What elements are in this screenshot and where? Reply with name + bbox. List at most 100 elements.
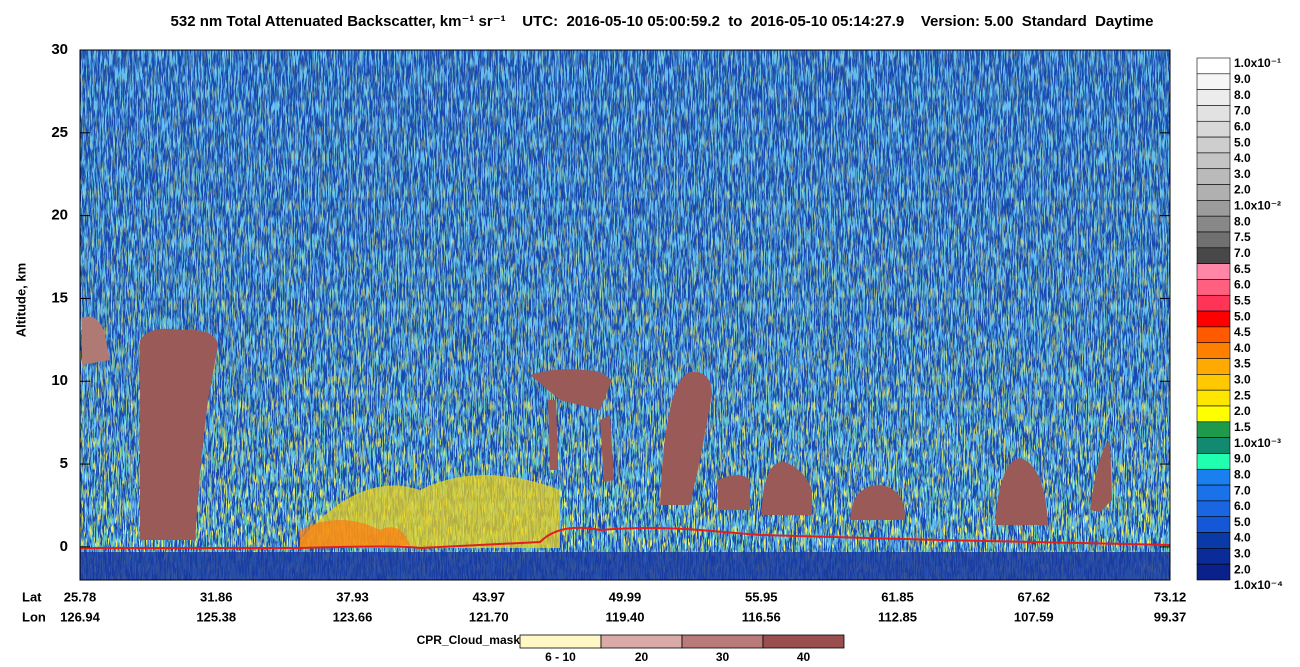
colorbar-label: 7.0 xyxy=(1234,483,1251,497)
colorbar-label: 8.0 xyxy=(1234,214,1251,228)
x-tick-label: 116.56 xyxy=(742,609,781,624)
y-tick-label: 0 xyxy=(60,538,68,555)
colorbar-label: 5.5 xyxy=(1234,293,1251,307)
colorbar-swatch xyxy=(1196,263,1231,280)
colorbar-swatch xyxy=(1196,358,1231,375)
surface-return xyxy=(80,526,1170,550)
cloud xyxy=(762,461,812,515)
curtain-lower xyxy=(80,50,1170,580)
colorbar-swatch xyxy=(1196,548,1231,565)
x-tick-label: 73.12 xyxy=(1154,589,1187,604)
colorbar-swatch xyxy=(1196,437,1231,454)
colorbar-swatch xyxy=(1196,215,1231,233)
curtain xyxy=(80,50,1170,580)
colorbar-swatch xyxy=(1196,231,1231,249)
x-tick-label: 37.93 xyxy=(336,589,369,604)
colorbar-swatch xyxy=(1196,468,1231,486)
colorbar-swatch xyxy=(1196,484,1231,502)
colorbar-label: 4.0 xyxy=(1234,531,1251,545)
colorbar-swatch xyxy=(1196,342,1231,359)
cloud xyxy=(600,415,614,482)
subsurface xyxy=(80,552,1170,580)
y-axis-label: Altitude, km xyxy=(13,263,28,337)
cloud xyxy=(548,400,558,470)
colorbar-swatch xyxy=(1196,389,1231,407)
colorbar-label: 7.5 xyxy=(1234,230,1251,244)
colorbar-swatch xyxy=(1196,405,1231,423)
x-tick-label: 25.78 xyxy=(64,589,97,604)
colorbar-label: 5.0 xyxy=(1234,135,1251,149)
colorbar-label: 2.5 xyxy=(1234,388,1251,402)
legend-swatch xyxy=(681,634,764,649)
colorbar-label: 2.0 xyxy=(1234,562,1251,576)
colorbar-swatch xyxy=(1196,120,1231,138)
aerosol-layer xyxy=(300,520,410,548)
y-tick-label: 30 xyxy=(51,41,68,58)
x-tick-label: 125.38 xyxy=(196,609,236,624)
colorbar-label: 1.0x10⁻³ xyxy=(1234,436,1281,450)
colorbar-label: 3.0 xyxy=(1234,167,1251,181)
x-tick-label: 49.99 xyxy=(609,589,642,604)
y-tick-label: 25 xyxy=(51,124,68,141)
colorbar-label: 2.0 xyxy=(1234,404,1251,418)
legend-swatch xyxy=(762,634,845,649)
colorbar-swatch xyxy=(1196,152,1231,170)
legend-label: 6 - 10 xyxy=(545,650,576,664)
colorbar-swatch xyxy=(1196,374,1231,391)
colorbar-label: 4.0 xyxy=(1234,341,1251,355)
cloud xyxy=(850,485,905,520)
colorbar-swatch xyxy=(1196,105,1231,122)
colorbar-label: 6.0 xyxy=(1234,278,1251,292)
y-tick-label: 5 xyxy=(60,455,68,472)
x-row-label: Lon xyxy=(22,609,46,624)
cloud xyxy=(140,328,218,540)
colorbar-label: 9.0 xyxy=(1234,452,1251,466)
legend-title: CPR_Cloud_mask xyxy=(417,633,521,647)
y-tick-label: 10 xyxy=(51,372,68,389)
colorbar-swatch xyxy=(1196,516,1231,533)
cloud xyxy=(82,316,110,365)
plot-frame xyxy=(79,49,1171,581)
legend-label: 40 xyxy=(797,650,811,664)
colorbar-swatch xyxy=(1196,310,1231,328)
cloud xyxy=(660,371,712,505)
x-tick-label: 119.40 xyxy=(605,609,644,624)
legend-swatch xyxy=(519,634,602,649)
colorbar-swatch xyxy=(1196,200,1231,217)
colorbar-label: 6.5 xyxy=(1234,262,1251,276)
colorbar-label: 7.0 xyxy=(1234,104,1251,118)
x-tick-label: 121.70 xyxy=(469,609,509,624)
colorbar-label: 5.0 xyxy=(1234,309,1251,323)
colorbar-label: 8.0 xyxy=(1234,467,1251,481)
x-row-label: Lat xyxy=(22,589,42,604)
cloud xyxy=(718,475,750,510)
y-tick-label: 20 xyxy=(51,207,68,224)
x-tick-label: 55.95 xyxy=(745,589,778,604)
colorbar-label: 1.0x10⁻¹ xyxy=(1234,56,1281,70)
x-tick-label: 43.97 xyxy=(472,589,505,604)
curtain-noise xyxy=(80,50,1170,580)
legend-swatch xyxy=(600,634,683,649)
x-tick-label: 123.66 xyxy=(333,609,373,624)
colorbar-label: 2.0 xyxy=(1234,183,1251,197)
colorbar-swatch xyxy=(1196,73,1231,90)
colorbar-label: 1.0x10⁻² xyxy=(1234,199,1281,213)
colorbar-label: 3.5 xyxy=(1234,357,1251,371)
x-tick-label: 107.59 xyxy=(1014,609,1054,624)
colorbar-label: 8.0 xyxy=(1234,88,1251,102)
cloud xyxy=(1090,440,1112,512)
colorbar-swatch xyxy=(1196,247,1231,264)
colorbar-swatch xyxy=(1196,563,1231,581)
colorbar-label: 6.0 xyxy=(1234,499,1251,513)
colorbar-label: 4.5 xyxy=(1234,325,1251,339)
colorbar-label: 4.0 xyxy=(1234,151,1251,165)
colorbar-swatch xyxy=(1196,57,1231,75)
colorbar-swatch xyxy=(1196,279,1231,296)
chart-title: 532 nm Total Attenuated Backscatter, km⁻… xyxy=(171,13,1154,30)
colorbar-swatch xyxy=(1196,453,1231,470)
x-tick-label: 67.62 xyxy=(1017,589,1050,604)
colorbar-swatch xyxy=(1196,168,1231,185)
colorbar-swatch xyxy=(1196,532,1231,549)
colorbar-swatch xyxy=(1196,184,1231,201)
